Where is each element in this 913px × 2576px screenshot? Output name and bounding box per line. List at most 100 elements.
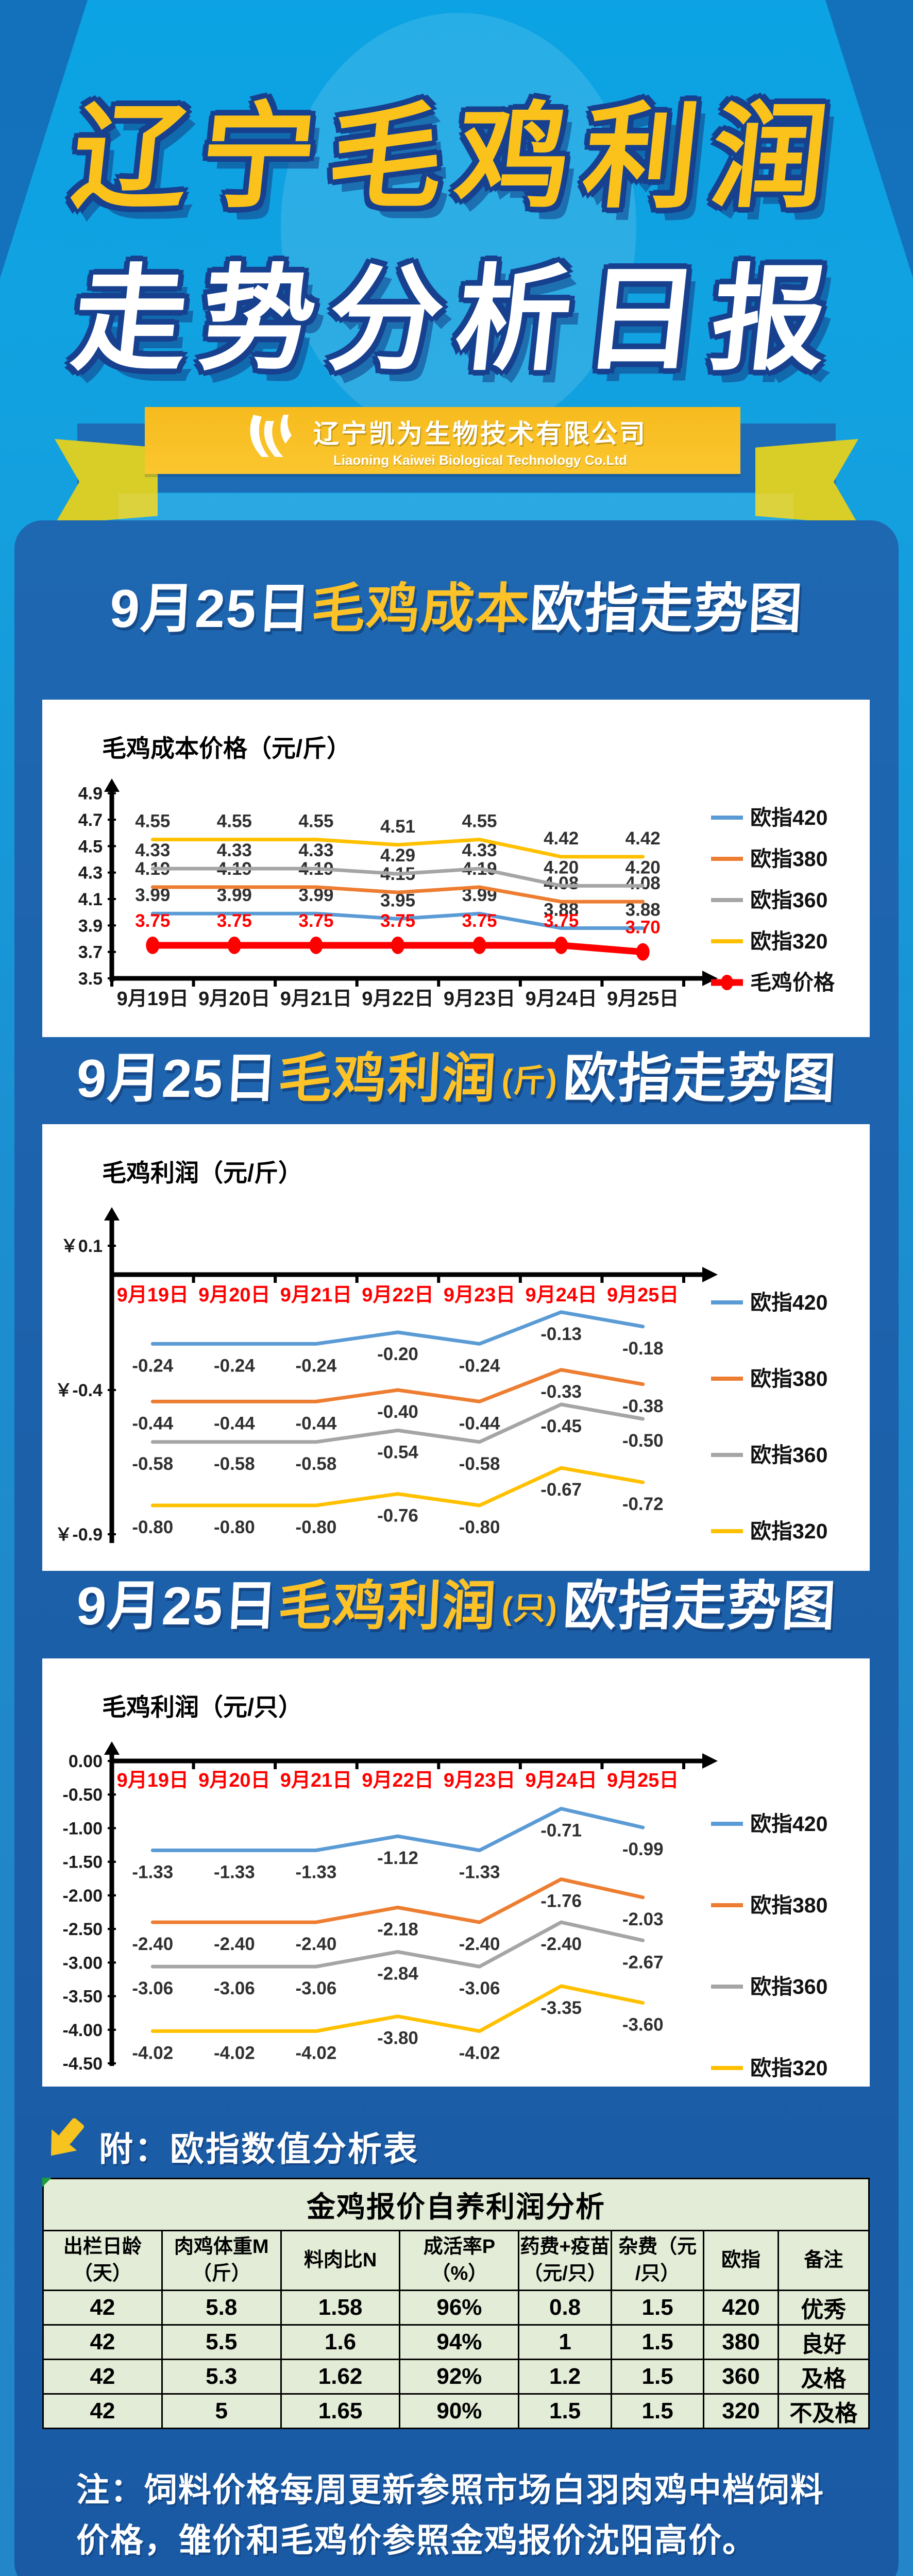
svg-text:9月20日: 9月20日 [198,988,270,1010]
svg-text:-2.84: -2.84 [377,1963,418,1984]
svg-text:毛鸡价格: 毛鸡价格 [750,971,835,994]
table-col-header-0: 出栏日龄 （天） [42,2230,163,2291]
svg-text:-0.38: -0.38 [622,1396,664,1416]
series-欧指360: 4.33 4.33 4.33 4.29 4.334.20 4.20 [135,840,661,888]
legend-item-欧指360: 欧指360 [711,888,827,912]
svg-text:-1.00: -1.00 [63,1819,103,1838]
legend-item-欧指360: 欧指360 [711,1975,827,1998]
table-row: 42 5 1.65 90% 1.5 1.5 320 不及格 [42,2393,870,2429]
table-col-header-7: 备注 [777,2230,870,2291]
table-cell: 5.8 [161,2290,282,2326]
table-col-header-6: 欧指 [703,2230,779,2291]
chart-card-profit-jin: 毛鸡利润（元/斤） ￥0.1 ￥-0.4 ￥-0.9 9月19日 9月20日 9月21日 9… [42,1124,870,1571]
table-cell: 1.5 [610,2393,705,2429]
table-cell: 360 [703,2359,779,2395]
svg-text:-0.45: -0.45 [540,1416,582,1436]
svg-text:-0.80: -0.80 [132,1517,173,1537]
chart1-title: 毛鸡成本价格（元/斤） [102,735,351,762]
table-cell: 420 [703,2290,779,2326]
table-cell: 94% [399,2324,520,2360]
note-line-2: 价格，雏价和毛鸡价参照金鸡报价沈阳高价。 [76,2522,756,2559]
svg-text:4.33: 4.33 [298,840,333,860]
svg-text:-2.40: -2.40 [459,1934,500,1954]
table-title: 金鸡报价自养利润分析 [42,2178,870,2231]
legend-item-欧指380: 欧指380 [711,1893,827,1917]
section-header-cost: 9月25日毛鸡成本欧指走势图 [0,579,913,639]
svg-text:3.75: 3.75 [135,911,170,931]
svg-text:-2.03: -2.03 [622,1909,664,1929]
company-logo-icon [238,414,299,468]
series-欧指420: -0.24 -0.24 -0.24 -0.20 -0.24 -0.13 -0.18 [132,1310,664,1376]
table-cell: 1.62 [280,2359,401,2395]
svg-text:-0.76: -0.76 [377,1506,418,1526]
table-cell: 及格 [777,2359,870,2395]
table-row: 42 5.8 1.58 96% 0.8 1.5 420 优秀 [42,2290,870,2326]
svg-text:3.75: 3.75 [217,911,252,931]
svg-text:9月22日: 9月22日 [362,988,433,1010]
svg-text:9月20日: 9月20日 [198,1770,270,1791]
svg-text:4.3: 4.3 [78,863,103,883]
svg-text:欧指360: 欧指360 [750,1975,827,1998]
svg-text:9月25日: 9月25日 [607,988,679,1010]
svg-text:-0.58: -0.58 [459,1454,500,1474]
note-line-1: 注：饲料价格每周更新参照市场白羽肉鸡中档饲料 [76,2471,824,2509]
svg-text:欧指420: 欧指420 [750,1812,827,1836]
svg-text:-2.67: -2.67 [622,1952,664,1972]
svg-text:3.5: 3.5 [78,969,103,989]
legend-item-欧指380: 欧指380 [711,847,827,871]
svg-text:0.00: 0.00 [69,1752,103,1771]
table-cell: 5.3 [161,2359,282,2395]
series-欧指360: -0.58 -0.58 -0.58 -0.54 -0.58 -0.45 -0.50 [132,1402,664,1474]
svg-text:3.70: 3.70 [625,918,661,938]
svg-text:-4.50: -4.50 [63,2054,103,2074]
chart-card-cost: 毛鸡成本价格（元/斤） 3.5 3.7 3.9 4.1 4.3 4.5 4.7 4.9 9月19… [42,700,870,1037]
section-header-profit-jin: 9月25日毛鸡利润(斤)欧指走势图 [0,1049,913,1109]
legend-item-欧指420: 欧指420 [711,806,827,829]
svg-text:-0.20: -0.20 [377,1344,418,1364]
svg-text:9月25日: 9月25日 [607,1770,679,1791]
svg-text:-3.50: -3.50 [63,1987,103,2007]
series-毛鸡价格: 3.75 3.75 3.75 3.75 3.75 3.75 3.70 [135,911,661,961]
svg-text:9月24日: 9月24日 [525,988,597,1010]
table-cell: 1.5 [610,2359,705,2395]
legend-item-欧指320: 欧指320 [711,2056,827,2080]
svg-text:-2.50: -2.50 [63,1920,103,1939]
svg-text:￥-0.4: ￥-0.4 [55,1381,103,1400]
table-col-header-5: 杂费（元/只） [610,2230,705,2291]
svg-text:4.42: 4.42 [625,828,661,849]
decor-corner-left [0,0,88,278]
section2-date: 9月25日 [75,1049,280,1109]
table-row: 42 5.5 1.6 94% 1 1.5 380 良好 [42,2324,870,2360]
table-col-header-2: 料肉比N [280,2230,401,2291]
table-cell: 42 [42,2290,163,2326]
table-cell: 良好 [777,2324,870,2360]
svg-text:9月25日: 9月25日 [607,1284,679,1306]
svg-text:-0.24: -0.24 [296,1355,337,1376]
chart3-title: 毛鸡利润（元/只） [102,1693,303,1721]
svg-text:欧指380: 欧指380 [750,847,827,871]
section2-unit: (斤) [501,1063,559,1099]
svg-text:-2.40: -2.40 [214,1934,255,1954]
svg-text:4.55: 4.55 [462,811,497,832]
svg-text:-3.06: -3.06 [132,1978,173,1998]
section1-suffix: 欧指走势图 [528,579,805,639]
svg-text:4.51: 4.51 [380,817,415,837]
svg-text:-2.40: -2.40 [132,1934,173,1954]
svg-text:-0.33: -0.33 [540,1382,582,1402]
svg-text:-1.33: -1.33 [296,1862,337,1882]
svg-text:-3.06: -3.06 [459,1978,500,1998]
svg-text:9月19日: 9月19日 [117,1770,189,1791]
svg-text:-0.58: -0.58 [132,1454,173,1474]
legend-item-毛鸡价格: 毛鸡价格 [711,971,835,994]
company-name-cn: 辽宁凯为生物技术有限公司 [313,419,647,448]
analysis-table-wrap: 金鸡报价自养利润分析 出栏日龄 （天） 肉鸡体重M （斤） 料肉比N 成活率P （%） 药费+… [42,2178,870,2429]
series-欧指380: -2.40 -2.40 -2.40 -2.18 -2.40 -1.76 -2.03 [132,1877,664,1954]
table-cell: 92% [399,2359,520,2395]
series-欧指320: 4.55 4.55 4.55 4.51 4.55 4.42 4.42 [135,811,661,859]
svg-text:欧指320: 欧指320 [750,929,827,953]
svg-text:4.55: 4.55 [298,811,333,832]
svg-text:9月20日: 9月20日 [198,1284,270,1306]
legend: 欧指420 欧指380 欧指360 欧指320 毛鸡价格 [711,806,835,994]
table-cell: 1.5 [518,2393,612,2429]
svg-text:3.75: 3.75 [462,911,497,931]
